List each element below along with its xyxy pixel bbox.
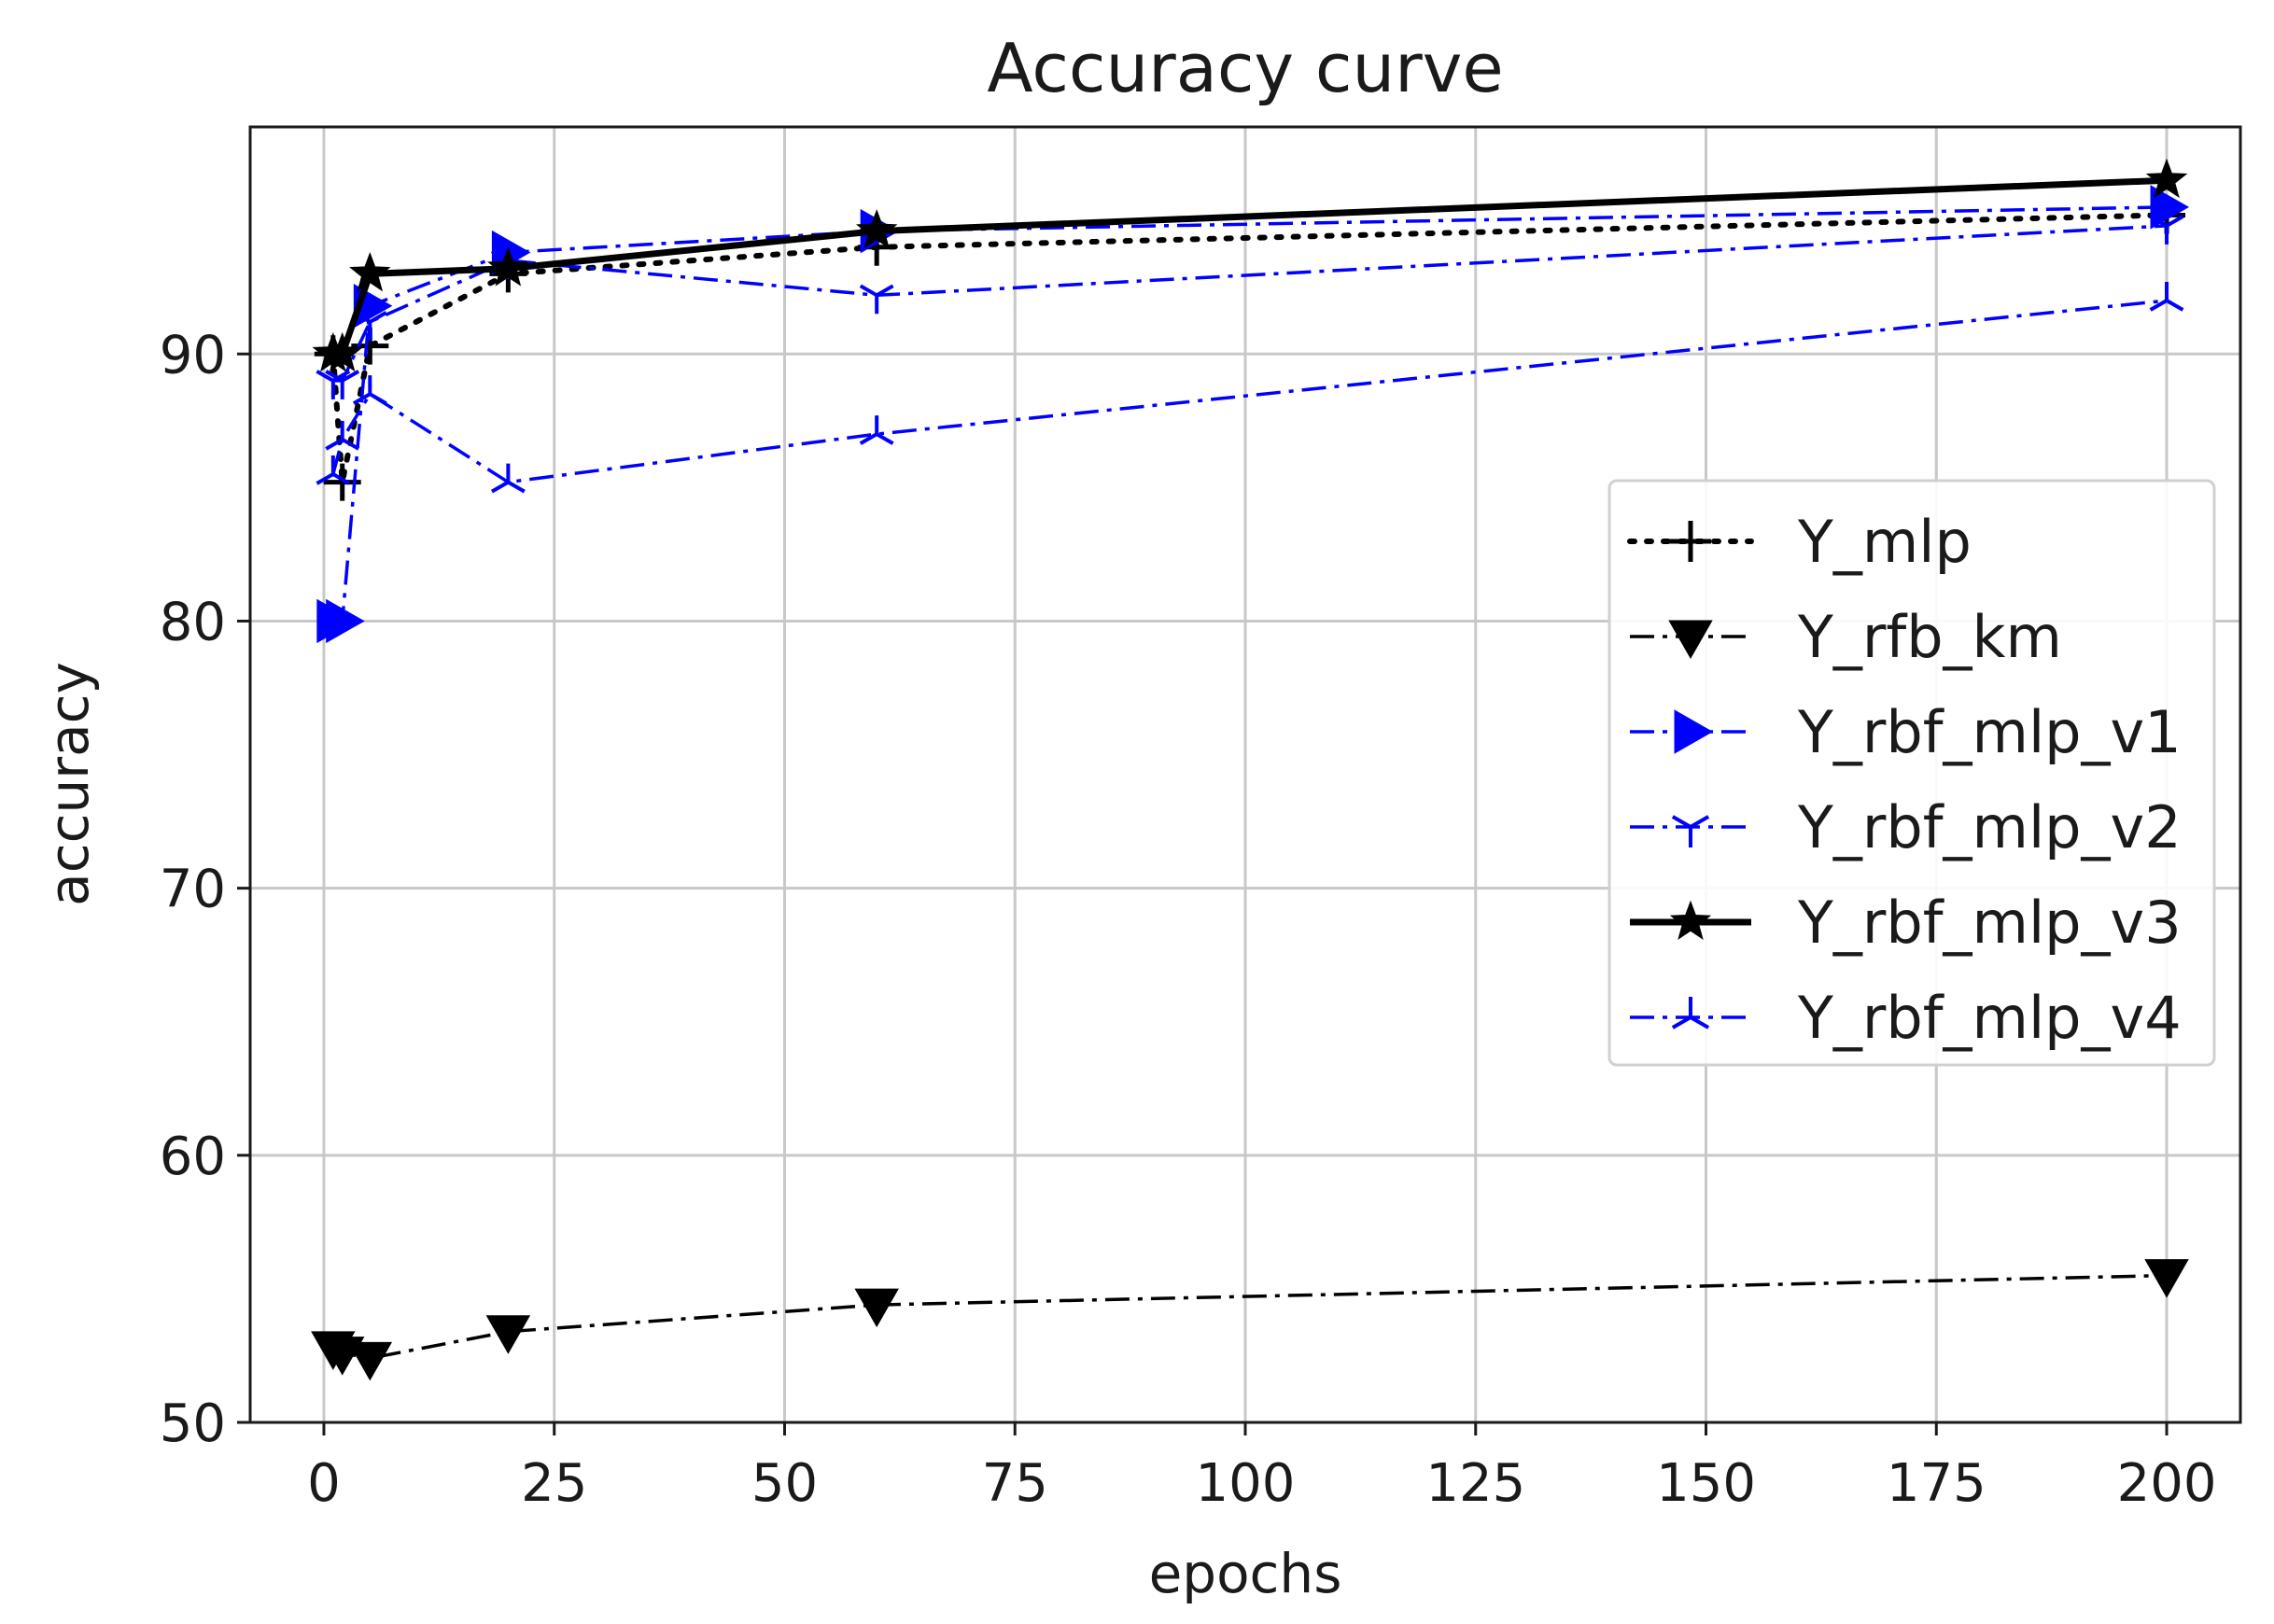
legend-label: Y_rbf_mlp_v3 [1797, 889, 2182, 957]
y-tick-label: 50 [160, 1393, 226, 1454]
data-point-y-rbf-mlp-v4 [490, 463, 526, 494]
ticks: 0 25 50 75 100 125 150 175 200 50 60 70 80 90 [160, 325, 2217, 1514]
y-tick-label: 80 [160, 592, 226, 652]
series-y-rbf-mlp-v4 [316, 282, 2184, 494]
x-tick-label: 175 [1887, 1453, 1986, 1514]
legend-item-y-rbf-mlp-v2: Y_rbf_mlp_v2 [1630, 793, 2182, 861]
x-tick-label: 125 [1425, 1453, 1525, 1514]
series-y-rfb-km [311, 1259, 2189, 1381]
y-tick-label: 60 [160, 1127, 226, 1187]
data-point-y-rbf-mlp-v3 [2145, 158, 2188, 199]
series-y-rbf-mlp-v3 [312, 158, 2188, 372]
series-line-y-mlp [330, 212, 2169, 485]
legend-item-y-rbf-mlp-v3: Y_rbf_mlp_v3 [1630, 889, 2182, 957]
legend: Y_mlp Y_rfb_km Y_rbf_mlp_v1 Y_rbf_mlp_v2 Y_r… [1607, 479, 2216, 1067]
legend-label: Y_rbf_mlp_v4 [1797, 984, 2182, 1052]
legend-label: Y_rbf_mlp_v1 [1797, 698, 2182, 766]
chart-title: Accuracy curve [987, 29, 1503, 107]
series-y-mlp [314, 196, 2186, 501]
data-point-y-rbf-mlp-v4 [859, 415, 894, 445]
x-tick-label: 200 [2117, 1453, 2217, 1514]
y-axis-label: accuracy [37, 662, 101, 906]
x-axis-label: epochs [1149, 1542, 1342, 1605]
legend-box [1607, 479, 2216, 1067]
series-layer [311, 158, 2190, 1381]
x-tick-label: 0 [307, 1453, 341, 1514]
data-point-y-rbf-mlp-v4 [325, 420, 360, 451]
data-point-y-rfb-km [347, 1341, 393, 1381]
data-point-y-rbf-mlp-v2 [325, 370, 360, 399]
data-point-y-rbf-mlp-v2 [2149, 215, 2184, 245]
series-y-rbf-mlp-v2 [316, 215, 2184, 399]
x-tick-label: 100 [1196, 1453, 1296, 1514]
legend-marker [1674, 709, 1714, 754]
legend-label: Y_mlp [1797, 508, 1972, 576]
series-line-y-rbf-mlp-v4 [331, 299, 2168, 484]
legend-marker [1671, 815, 1710, 847]
data-point-y-rbf-mlp-v1 [326, 598, 365, 644]
data-point-y-rbf-mlp-v3 [349, 251, 391, 292]
data-point-y-rbf-mlp-v3 [487, 246, 529, 287]
data-point-y-rbf-mlp-v4 [2149, 282, 2184, 312]
legend-marker [1671, 997, 1710, 1029]
series-line-y-rfb-km [331, 1273, 2168, 1361]
legend-marker [1668, 620, 1713, 660]
x-tick-label: 75 [982, 1453, 1048, 1514]
x-tick-label: 50 [751, 1453, 818, 1514]
data-point-y-rbf-mlp-v3 [321, 331, 363, 372]
x-tick-label: 150 [1656, 1453, 1756, 1514]
legend-item-y-rbf-mlp-v4: Y_rbf_mlp_v4 [1630, 984, 2182, 1052]
x-tick-label: 25 [521, 1453, 587, 1514]
y-tick-label: 70 [160, 860, 226, 920]
legend-item-y-rbf-mlp-v1: Y_rbf_mlp_v1 [1630, 698, 2182, 766]
legend-marker [1670, 521, 1711, 562]
data-point-y-rbf-mlp-v2 [316, 370, 351, 399]
data-point-y-rbf-mlp-v4 [352, 375, 387, 405]
data-point-y-rfb-km [485, 1315, 531, 1354]
data-point-y-rfb-km [854, 1288, 899, 1328]
data-point-y-rfb-km [2144, 1259, 2189, 1298]
legend-item-y-mlp: Y_mlp [1627, 508, 1972, 576]
y-tick-label: 90 [160, 325, 226, 385]
legend-marker [1669, 900, 1712, 940]
legend-item-y-rfb-km: Y_rfb_km [1630, 603, 2062, 671]
legend-label: Y_rbf_mlp_v2 [1797, 793, 2182, 861]
legend-label: Y_rfb_km [1797, 603, 2062, 671]
data-point-y-rbf-mlp-v3 [855, 209, 898, 249]
series-line-y-rbf-mlp-v2 [332, 224, 2168, 383]
data-point-y-rbf-mlp-v4 [316, 455, 351, 485]
data-point-y-rbf-mlp-v2 [859, 284, 894, 315]
data-point-y-rbf-mlp-v1 [2150, 185, 2190, 230]
